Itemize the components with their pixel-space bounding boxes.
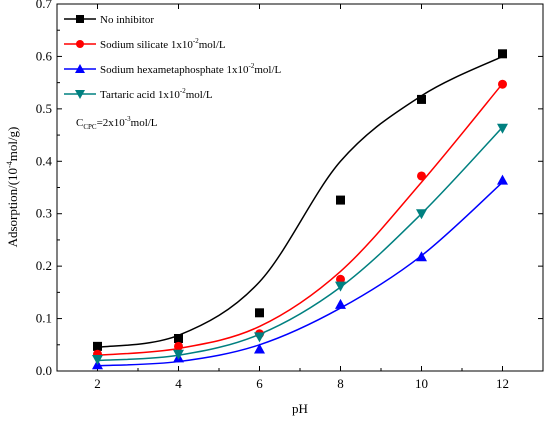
data-point-square: [174, 333, 183, 343]
legend-label-sup: -2: [193, 37, 199, 45]
plot-frame: [56, 3, 544, 372]
axis-ticks: [56, 3, 544, 372]
y-tick-label: 0.3: [36, 206, 52, 221]
data-point-circle: [498, 79, 507, 89]
y-tick-label: 0.6: [36, 48, 53, 63]
y-tick-label: 0.4: [36, 153, 53, 168]
x-tick-labels: 2 4 6 8 10 12: [94, 376, 509, 391]
legend-label-tail: mol/L: [254, 64, 281, 76]
x-tick-label: 12: [496, 376, 509, 391]
x-tick-label: 4: [175, 376, 182, 391]
legend-label-tail: mol/L: [186, 89, 213, 101]
legend-label-main: Sodium hexametaphosphate 1x10: [100, 64, 249, 76]
fit-line: [97, 83, 504, 357]
data-point-square: [336, 195, 345, 205]
data-point-triangle-up: [335, 298, 346, 309]
y-tick-labels: 0.0 0.1 0.2 0.3 0.4 0.5 0.6 0.7: [36, 0, 53, 378]
y-axis-title-sup: -4: [5, 161, 14, 168]
annotation-main: C: [76, 117, 83, 129]
y-tick-label: 0.5: [36, 101, 52, 116]
x-axis-title: pH: [292, 401, 308, 416]
x-tick-label: 6: [256, 376, 263, 391]
y-tick-label: 0.0: [36, 363, 52, 378]
data-point-circle: [174, 341, 183, 351]
annotation-tail: mol/L: [131, 117, 158, 129]
data-point-square: [93, 341, 102, 351]
y-tick-label: 0.7: [36, 0, 53, 11]
data-markers: [92, 49, 508, 370]
data-point-triangle-down: [416, 209, 427, 220]
data-point-square: [255, 308, 264, 318]
y-axis-title: Adsorption/(10-4mol/g): [5, 127, 20, 248]
data-point-triangle-down: [173, 349, 184, 360]
data-point-triangle-up: [254, 343, 265, 354]
data-point-triangle-down: [335, 281, 346, 292]
data-point-triangle-up: [497, 174, 508, 185]
legend-label: Sodium hexametaphosphate 1x10-2mol/L: [100, 62, 281, 76]
x-tick-label: 8: [337, 376, 344, 391]
data-point-triangle-up: [75, 64, 85, 73]
legend-label-sup: -2: [248, 62, 254, 70]
legend-label-main: Tartaric acid 1x10: [100, 89, 180, 101]
data-point-triangle-down: [497, 123, 508, 134]
x-tick-label: 10: [415, 376, 428, 391]
fit-curves: [97, 55, 504, 367]
data-point-triangle-down: [92, 354, 103, 365]
fit-line: [97, 126, 504, 362]
legend-label-main: Sodium silicate 1x10: [100, 39, 193, 51]
data-point-circle: [76, 40, 84, 48]
legend-label: Sodium silicate 1x10-2mol/L: [100, 37, 226, 51]
y-tick-label: 0.2: [36, 258, 52, 273]
annotation-text: =2x10: [97, 117, 126, 129]
x-tick-label: 2: [94, 376, 101, 391]
data-point-square: [76, 15, 84, 23]
legend-label: Tartaric acid 1x10-2mol/L: [100, 87, 213, 101]
fit-line: [97, 181, 504, 367]
data-point-square: [417, 94, 426, 104]
data-point-circle: [417, 171, 426, 181]
y-axis-title-main: Adsorption/(10: [5, 168, 20, 247]
legend-label-main: No inhibitor: [100, 14, 154, 26]
y-tick-label: 0.1: [36, 311, 52, 326]
data-point-square: [498, 49, 507, 59]
annotation-sub: CPC: [83, 123, 97, 131]
data-point-triangle-down: [254, 332, 265, 343]
data-point-triangle-up: [416, 251, 427, 262]
legend-label-tail: mol/L: [199, 39, 226, 51]
data-point-circle: [336, 274, 345, 284]
legend-label-sup: -2: [180, 87, 186, 95]
annotation-concentration: CCPC=2x10-3mol/L: [76, 115, 158, 131]
y-axis-title-end: mol/g): [5, 127, 20, 162]
annotation-sup: -3: [125, 115, 131, 123]
legend-label: No inhibitor: [100, 14, 154, 26]
data-point-triangle-down: [75, 90, 85, 99]
